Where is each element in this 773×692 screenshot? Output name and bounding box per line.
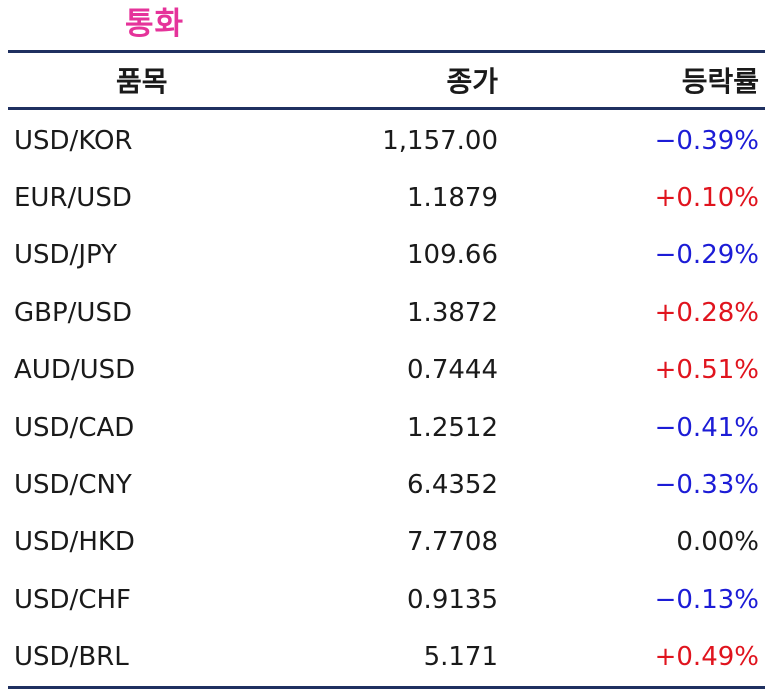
table-row: USD/CNY 6.4352 −0.33% [8, 456, 765, 513]
table-row: AUD/USD 0.7444 +0.51% [8, 342, 765, 399]
closing-price: 1,157.00 [382, 125, 498, 156]
closing-price: 1.3872 [407, 297, 498, 328]
currency-pair: USD/JPY [14, 240, 117, 271]
change-rate: −0.41% [654, 412, 759, 443]
table-row: USD/CHF 0.9135 −0.13% [8, 571, 765, 628]
currency-pair: EUR/USD [14, 183, 132, 214]
currency-pair: GBP/USD [14, 297, 132, 328]
currency-pair: USD/KOR [14, 125, 133, 156]
currency-pair: USD/BRL [14, 642, 129, 673]
closing-price: 109.66 [407, 240, 498, 271]
change-rate: +0.51% [654, 355, 759, 386]
currency-pair: AUD/USD [14, 355, 136, 386]
change-rate: −0.13% [654, 584, 759, 615]
table-row: EUR/USD 1.1879 +0.10% [8, 169, 765, 226]
closing-price: 5.171 [423, 642, 498, 673]
closing-price: 6.4352 [407, 470, 498, 501]
change-rate: −0.29% [654, 240, 759, 271]
change-rate: +0.10% [654, 183, 759, 214]
table-row: USD/CAD 1.2512 −0.41% [8, 399, 765, 456]
closing-price: 1.2512 [407, 412, 498, 443]
change-rate: +0.28% [654, 297, 759, 328]
change-rate: 0.00% [676, 527, 759, 558]
table-row: USD/KOR 1,157.00 −0.39% [8, 112, 765, 169]
currency-pair: USD/CHF [14, 584, 131, 615]
change-rate: −0.33% [654, 470, 759, 501]
change-rate: +0.49% [654, 642, 759, 673]
closing-price: 1.1879 [407, 183, 498, 214]
page-title: 통화 [125, 6, 185, 42]
header-name: 품목 [116, 65, 168, 98]
table-row: USD/HKD 7.7708 0.00% [8, 514, 765, 571]
header-price: 종가 [446, 65, 498, 98]
closing-price: 0.7444 [407, 355, 498, 386]
table-row: USD/BRL 5.171 +0.49% [8, 629, 765, 686]
currency-pair: USD/CNY [14, 470, 132, 501]
currency-pair: USD/HKD [14, 527, 135, 558]
currency-pair: USD/CAD [14, 412, 135, 443]
header-change: 등락률 [681, 65, 759, 98]
table-header: 품목 종가 등락률 [8, 53, 765, 110]
table-row: USD/JPY 109.66 −0.29% [8, 227, 765, 284]
change-rate: −0.39% [654, 125, 759, 156]
closing-price: 0.9135 [407, 584, 498, 615]
table-row: GBP/USD 1.3872 +0.28% [8, 284, 765, 341]
table-body: USD/KOR 1,157.00 −0.39% EUR/USD 1.1879 +0.10%… [8, 110, 765, 686]
closing-price: 7.7708 [407, 527, 498, 558]
currency-table: 품목 종가 등락률 USD/KOR 1,157.00 −0.39% EUR/USD 1.… [8, 50, 765, 689]
